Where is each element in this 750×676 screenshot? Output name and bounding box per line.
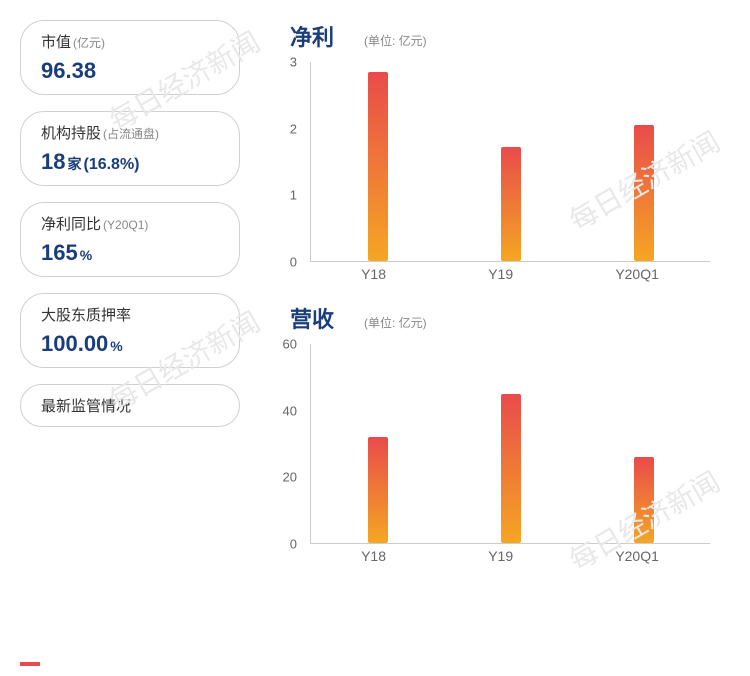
plot-area (310, 62, 710, 262)
y-tick: 60 (283, 337, 297, 352)
bar (368, 437, 388, 543)
bar (634, 125, 654, 261)
y-tick: 1 (290, 188, 297, 203)
pill-value-paren: (16.8%) (83, 156, 139, 174)
x-label: Y18 (361, 266, 386, 292)
stat-pill: 净利同比(Y20Q1) 165% (20, 202, 240, 277)
y-tick: 40 (283, 403, 297, 418)
pill-sublabel: (Y20Q1) (103, 218, 148, 232)
pill-label: 市值 (41, 31, 71, 52)
chart-container: 净利 (单位: 亿元) 0 1 2 3 Y18 Y19 Y20Q1 (260, 20, 730, 292)
pill-sublabel: (占流通盘) (103, 125, 159, 142)
chart-unit: (单位: 亿元) (364, 32, 427, 49)
pill-sublabel: (亿元) (73, 34, 105, 51)
stat-pill: 机构持股(占流通盘) 18家(16.8%) (20, 111, 240, 186)
chart-container: 营收 (单位: 亿元) 0 20 40 60 Y18 Y19 Y20Q1 (260, 302, 730, 574)
bar (368, 72, 388, 261)
x-label: Y19 (488, 266, 513, 292)
pill-value-unit: 家 (67, 154, 81, 174)
pill-label: 净利同比 (41, 213, 101, 234)
pill-value: 18 (41, 149, 65, 175)
x-label: Y19 (488, 548, 513, 574)
y-tick: 0 (290, 255, 297, 270)
accent-bar (20, 662, 40, 666)
pill-value-unit: % (80, 247, 92, 263)
bar (501, 147, 521, 261)
plot-area (310, 344, 710, 544)
chart-title: 净利 (290, 20, 334, 52)
y-tick: 0 (290, 537, 297, 552)
y-tick: 2 (290, 121, 297, 136)
x-label: Y20Q1 (615, 266, 659, 292)
right-panel: 净利 (单位: 亿元) 0 1 2 3 Y18 Y19 Y20Q1 营收 (单位: 亿元) 0 20 40… (260, 20, 730, 574)
x-label: Y20Q1 (615, 548, 659, 574)
x-label: Y18 (361, 548, 386, 574)
pill-value: 100.00 (41, 331, 108, 357)
pill-label: 大股东质押率 (41, 304, 131, 325)
x-axis: Y18 Y19 Y20Q1 (310, 548, 710, 574)
pill-label: 机构持股 (41, 122, 101, 143)
pill-label: 最新监管情况 (41, 395, 131, 416)
x-axis: Y18 Y19 Y20Q1 (310, 266, 710, 292)
y-axis: 0204060 (260, 344, 305, 544)
y-tick: 3 (290, 55, 297, 70)
chart-unit: (单位: 亿元) (364, 314, 427, 331)
pill-value-unit: % (110, 338, 122, 354)
left-panel: 市值(亿元) 96.38 机构持股(占流通盘) 18家(16.8%) 净利同比(Y20Q… (20, 20, 240, 574)
chart-title: 营收 (290, 302, 334, 334)
stat-pill: 最新监管情况 (20, 384, 240, 427)
stat-pill: 大股东质押率 100.00% (20, 293, 240, 368)
stat-pill: 市值(亿元) 96.38 (20, 20, 240, 95)
y-axis: 0123 (260, 62, 305, 262)
bar (634, 457, 654, 543)
y-tick: 20 (283, 470, 297, 485)
bar (501, 394, 521, 543)
pill-value: 96.38 (41, 58, 96, 84)
pill-value: 165 (41, 240, 78, 266)
